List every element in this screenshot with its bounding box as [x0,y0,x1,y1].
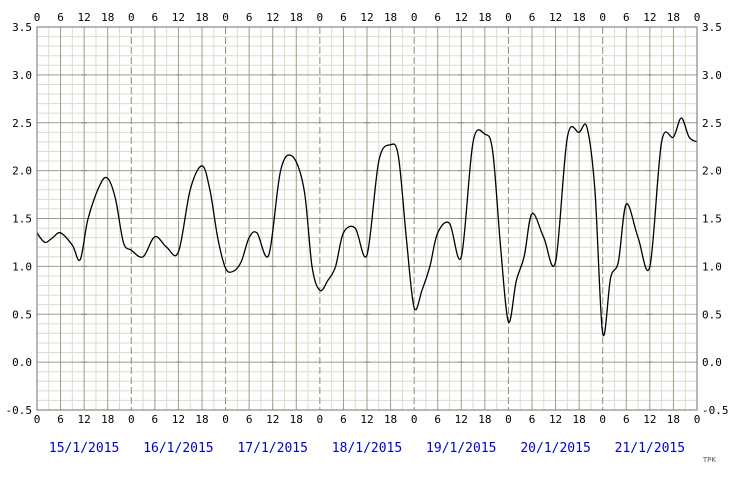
hour-tick-label-bottom: 6 [152,413,159,426]
plot-frame [36,26,698,411]
hour-tick-label-bottom: 18 [195,413,208,426]
y-tick-label-right: 0.0 [702,356,722,369]
y-tick-label-left: 0.5 [12,308,32,321]
hour-tick-label-top: 6 [340,11,347,24]
date-label: 17/1/2015 [237,441,307,456]
y-axis-left: 3.5 3.0 2.5 2.0 1.5 1.0 0.5 0.0 -0.5 [6,21,33,417]
hour-tick-label-bottom: 12 [172,413,185,426]
y-tick-label-left: 2.0 [12,165,32,178]
hour-tick-label-bottom: 0 [34,413,41,426]
hour-tick-label-top: 12 [78,11,91,24]
y-tick-label-left: 0.0 [12,356,32,369]
date-label: 20/1/2015 [520,441,590,456]
hour-tick-label-top: 0 [694,11,701,24]
x-axis-hours: 0 0 6 6 12 12 18 18 0 0 6 6 12 12 18 18 0 0 6 6 12 12 18 18 0 0 6 6… [34,11,701,426]
series-line [36,117,698,337]
hour-tick-label-top: 18 [101,11,114,24]
hour-tick-label-bottom: 6 [623,413,630,426]
y-tick-label-left: 3.0 [12,69,32,82]
date-label: 16/1/2015 [143,441,213,456]
midday-markers [81,74,653,363]
y-tick-label-left: 2.5 [12,117,32,130]
hour-tick-label-top: 6 [529,11,536,24]
y-tick-label-right: 1.0 [702,260,722,273]
hour-tick-label-bottom: 12 [360,413,373,426]
hour-tick-label-bottom: 0 [599,413,606,426]
hour-tick-label-bottom: 6 [434,413,441,426]
hour-tick-label-bottom: 6 [529,413,536,426]
hour-tick-label-bottom: 18 [384,413,397,426]
hour-tick-label-bottom: 18 [573,413,586,426]
y-tick-label-left: -0.5 [6,404,33,417]
hour-tick-label-top: 12 [266,11,279,24]
y-tick-label-right: -0.5 [702,404,729,417]
hour-tick-label-bottom: 0 [505,413,512,426]
y-tick-label-right: 2.0 [702,165,722,178]
hour-tick-label-bottom: 12 [455,413,468,426]
y-tick-label-right: 1.5 [702,213,722,226]
hour-tick-label-top: 0 [599,11,606,24]
hour-tick-label-top: 12 [172,11,185,24]
hour-tick-label-top: 0 [411,11,418,24]
y-tick-label-left: 1.5 [12,213,32,226]
hour-tick-label-bottom: 0 [411,413,418,426]
hour-tick-label-top: 12 [643,11,656,24]
y-axis-right: 3.5 3.0 2.5 2.0 1.5 1.0 0.5 0.0 -0.5 [702,21,729,417]
hour-tick-label-bottom: 12 [643,413,656,426]
hour-tick-label-top: 18 [290,11,303,24]
hour-tick-label-bottom: 6 [246,413,253,426]
hour-tick-label-top: 18 [195,11,208,24]
hour-tick-label-top: 0 [317,11,324,24]
hour-tick-label-bottom: 12 [549,413,562,426]
hour-tick-label-bottom: 6 [57,413,64,426]
y-tick-label-left: 1.0 [12,260,32,273]
date-label: 21/1/2015 [615,441,685,456]
date-label: 18/1/2015 [332,441,402,456]
y-tick-label-right: 0.5 [702,308,722,321]
hour-tick-label-bottom: 18 [290,413,303,426]
hour-tick-label-bottom: 6 [340,413,347,426]
hour-tick-label-bottom: 0 [222,413,229,426]
grid-day-separators [130,27,604,410]
hour-tick-label-bottom: 0 [694,413,701,426]
x-axis-dates: 15/1/2015 16/1/2015 17/1/2015 18/1/2015 19/1… [49,441,685,456]
hour-tick-label-top: 0 [222,11,229,24]
hour-tick-label-top: 6 [623,11,630,24]
hour-tick-label-top: 6 [57,11,64,24]
hour-tick-label-bottom: 18 [667,413,680,426]
date-label: 19/1/2015 [426,441,496,456]
hour-tick-label-top: 18 [573,11,586,24]
date-label: 15/1/2015 [49,441,119,456]
hour-tick-label-bottom: 0 [128,413,135,426]
hour-tick-label-bottom: 12 [78,413,91,426]
hour-tick-label-top: 0 [505,11,512,24]
hour-tick-label-bottom: 18 [478,413,491,426]
y-tick-label-left: 3.5 [12,21,32,34]
y-tick-label-right: 2.5 [702,117,722,130]
y-tick-label-right: 3.5 [702,21,722,34]
hour-tick-label-top: 6 [246,11,253,24]
hour-tick-label-top: 18 [478,11,491,24]
hour-tick-label-bottom: 12 [266,413,279,426]
hour-tick-label-top: 12 [360,11,373,24]
hour-tick-label-top: 0 [34,11,41,24]
hour-tick-label-top: 18 [384,11,397,24]
hour-tick-label-top: 12 [549,11,562,24]
hour-tick-label-top: 0 [128,11,135,24]
hour-tick-label-top: 6 [152,11,159,24]
y-tick-label-right: 3.0 [702,69,722,82]
hour-tick-label-bottom: 0 [317,413,324,426]
hour-tick-label-top: 12 [455,11,468,24]
hour-tick-label-top: 6 [434,11,441,24]
hour-tick-label-top: 18 [667,11,680,24]
credit-label: TPK [702,456,716,464]
hour-tick-label-bottom: 18 [101,413,114,426]
